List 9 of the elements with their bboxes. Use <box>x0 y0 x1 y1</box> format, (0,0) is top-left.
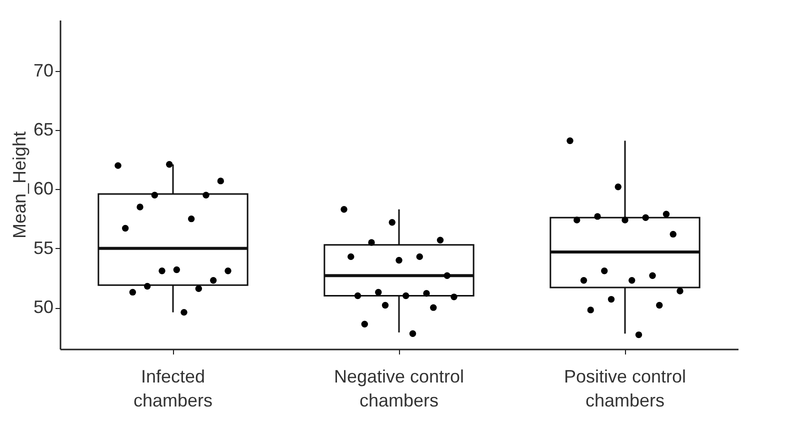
y-tick-label: 50 <box>33 297 54 318</box>
x-tick-label: Infected chambers <box>133 366 213 410</box>
y-axis-title: Mean_Height <box>9 131 30 239</box>
y-tick-label: 65 <box>33 120 54 140</box>
y-tick-label: 55 <box>33 238 54 258</box>
y-tick-label: 70 <box>33 60 54 80</box>
x-tick-label: Positive control chambers <box>564 366 686 410</box>
y-tick-label: 60 <box>33 178 54 199</box>
x-tick-label: Negative control chambers <box>334 366 464 410</box>
